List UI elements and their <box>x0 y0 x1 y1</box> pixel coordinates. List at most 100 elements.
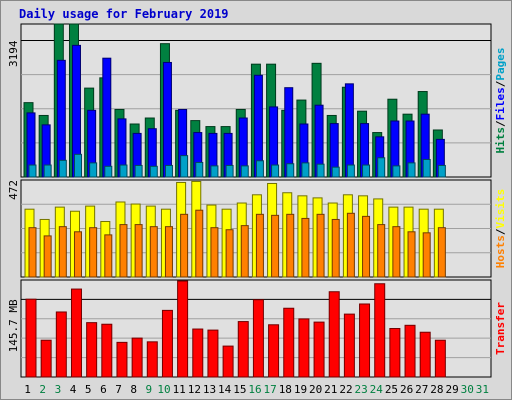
hosts-bar <box>89 227 98 278</box>
x-tick-label: 17 <box>264 383 277 396</box>
pages-bar <box>362 164 371 178</box>
pages-bar <box>422 158 431 178</box>
transfer-bar <box>86 322 98 378</box>
hits-files-pages-legend-part: Hits <box>494 127 507 154</box>
transfer-bar <box>298 318 310 378</box>
x-tick-label: 27 <box>415 383 428 396</box>
hosts-bar <box>119 224 128 278</box>
x-tick-label: 29 <box>445 383 458 396</box>
hits-files-pages-legend-part: Files <box>494 87 507 120</box>
transfer-bar <box>177 280 189 378</box>
x-tick-label: 11 <box>173 383 186 396</box>
transfer-y-tick-label: 145.7 MB <box>7 299 20 352</box>
hosts-bar <box>43 235 52 278</box>
x-tick-label: 25 <box>385 383 398 396</box>
visits-hosts-legend-part: Hosts <box>494 235 507 268</box>
transfer-bar <box>70 288 82 378</box>
pages-bar <box>164 164 173 178</box>
transfer-bar <box>161 309 173 378</box>
x-tick-label: 2 <box>39 383 46 396</box>
transfer-bar <box>101 323 113 378</box>
pages-bar <box>331 166 340 178</box>
hits-files-pages-legend-part: Pages <box>494 48 507 81</box>
pages-bar <box>316 163 325 178</box>
hosts-bar <box>195 209 204 278</box>
x-tick-label: 20 <box>309 383 322 396</box>
hits-files-pages-legend-part: / <box>494 120 507 127</box>
transfer-bar <box>25 298 37 378</box>
transfer-bar <box>268 324 280 378</box>
visits-hosts-legend-part: Visits <box>494 189 507 229</box>
hosts-bar <box>437 227 446 278</box>
hosts-bar <box>225 229 234 278</box>
pages-bar <box>255 160 264 178</box>
files-bar <box>162 61 172 178</box>
files-bar <box>56 59 66 178</box>
hosts-bar <box>331 218 340 278</box>
transfer-bar <box>131 337 143 378</box>
transfer-bar <box>237 321 249 378</box>
visits-hosts-legend-part: / <box>494 228 507 235</box>
x-tick-label: 19 <box>294 383 307 396</box>
pages-bar <box>119 164 128 178</box>
transfer-bar <box>359 303 371 378</box>
hosts-bar <box>407 231 416 278</box>
transfer-bar <box>146 341 158 378</box>
transfer-legend-part: Transfer <box>494 302 507 355</box>
hosts-bar <box>362 215 371 278</box>
hosts-bar <box>422 232 431 278</box>
transfer-bar <box>192 328 204 378</box>
pages-bar <box>225 164 234 178</box>
x-tick-label: 21 <box>324 383 337 396</box>
x-tick-label: 22 <box>339 383 352 396</box>
pages-bar <box>89 162 98 178</box>
hosts-bar <box>316 213 325 278</box>
x-tick-label: 28 <box>430 383 443 396</box>
pages-bar <box>58 159 67 178</box>
transfer-legend-label: Transfer <box>494 302 507 355</box>
x-tick-label: 1 <box>24 383 31 396</box>
hosts-bar <box>392 226 401 278</box>
x-tick-label: 30 <box>461 383 474 396</box>
pages-bar <box>286 163 295 178</box>
transfer-bar <box>283 307 295 378</box>
transfer-bar <box>328 291 340 378</box>
x-tick-label: 12 <box>188 383 201 396</box>
x-tick-label: 9 <box>146 383 153 396</box>
hosts-bar <box>149 226 158 278</box>
pages-bar <box>377 157 386 178</box>
pages-bar <box>240 165 249 178</box>
visits-hosts-y-tick-label: 472 <box>7 180 20 200</box>
x-tick-label: 23 <box>355 383 368 396</box>
x-tick-label: 5 <box>85 383 92 396</box>
transfer-bar <box>55 311 67 378</box>
x-tick-label: 6 <box>100 383 107 396</box>
x-tick-label: 26 <box>400 383 413 396</box>
x-tick-label: 3 <box>55 383 62 396</box>
transfer-bar <box>434 339 446 378</box>
hits-files-pages-legend-part: / <box>494 80 507 87</box>
x-tick-label: 15 <box>233 383 246 396</box>
hosts-bar <box>73 231 82 278</box>
pages-bar <box>43 164 52 178</box>
files-bar <box>102 57 112 178</box>
hosts-bar <box>346 212 355 278</box>
hosts-bar <box>58 226 67 278</box>
hits-files-pages-y-tick-label: 3194 <box>7 40 20 67</box>
pages-bar <box>180 155 189 178</box>
files-bar <box>344 83 354 178</box>
hosts-bar <box>255 213 264 278</box>
x-tick-label: 7 <box>115 383 122 396</box>
transfer-bar <box>222 345 234 378</box>
pages-bar <box>104 165 113 178</box>
pages-bar <box>346 164 355 178</box>
transfer-bar <box>116 341 128 378</box>
transfer-bar <box>252 299 264 378</box>
x-tick-label: 24 <box>370 383 384 396</box>
hosts-bar <box>104 234 113 278</box>
hosts-bar <box>271 214 280 278</box>
hits-files-pages-legend-label: Hits/Files/Pages <box>494 48 507 154</box>
x-tick-label: 8 <box>130 383 137 396</box>
hosts-bar <box>164 226 173 278</box>
